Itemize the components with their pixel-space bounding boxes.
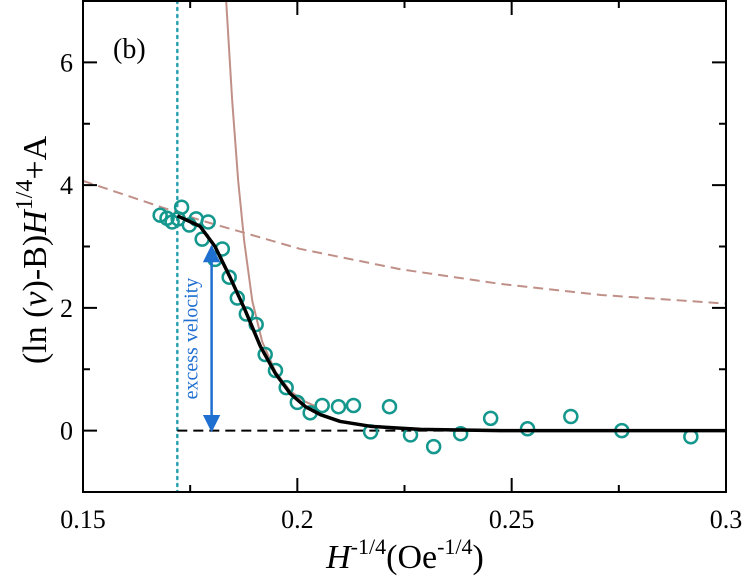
data-point [345,397,362,414]
data-point [563,408,579,425]
curve [225,1,318,408]
x-tick-label: 0.3 [710,505,743,534]
x-label-part: H [325,539,353,576]
curve [83,179,726,305]
panel-label: (b) [113,34,146,65]
data-point [381,398,398,415]
y-tick-label: 0 [60,417,73,446]
x-tick-label: 0.25 [489,505,535,534]
plot-frame [82,0,727,493]
data-point [482,410,499,427]
data-point [257,346,273,363]
y-label-part: (ln ( [17,307,54,365]
data-point [173,199,190,215]
x-tick-label: 0.15 [60,505,106,534]
data-point [200,214,216,230]
x-label-part: (Oe [386,539,437,576]
y-label-part: )-B) [17,235,54,292]
y-axis-label: (ln (v)-B)H1/4+A [12,135,54,364]
y-tick-label: 4 [60,171,73,200]
curve [176,214,726,433]
plot-area [83,1,726,492]
y-label-part: H [17,208,54,236]
data-point [267,362,284,379]
y-tick-label: 6 [60,48,73,77]
y-tick-label: 2 [60,294,73,323]
data-point [289,394,306,411]
data-point [278,379,294,396]
x-axis-label: H-1/4(Oe-1/4) [325,534,484,576]
arrow-label: excess velocity [181,278,203,400]
data-point [519,421,536,437]
x-label-part: ) [473,539,484,576]
x-label-part: -1/4 [437,534,472,559]
y-label-part: 1/4 [12,180,38,211]
data-point [238,306,255,322]
x-tick-label: 0.2 [281,505,314,534]
y-label-part: +A [17,135,54,179]
data-point [425,438,442,455]
data-point [314,397,330,414]
data-point [452,425,469,442]
data-point [221,269,237,285]
x-label-part: -1/4 [351,534,386,559]
y-label-part: v [17,291,54,307]
data-point [330,398,347,415]
